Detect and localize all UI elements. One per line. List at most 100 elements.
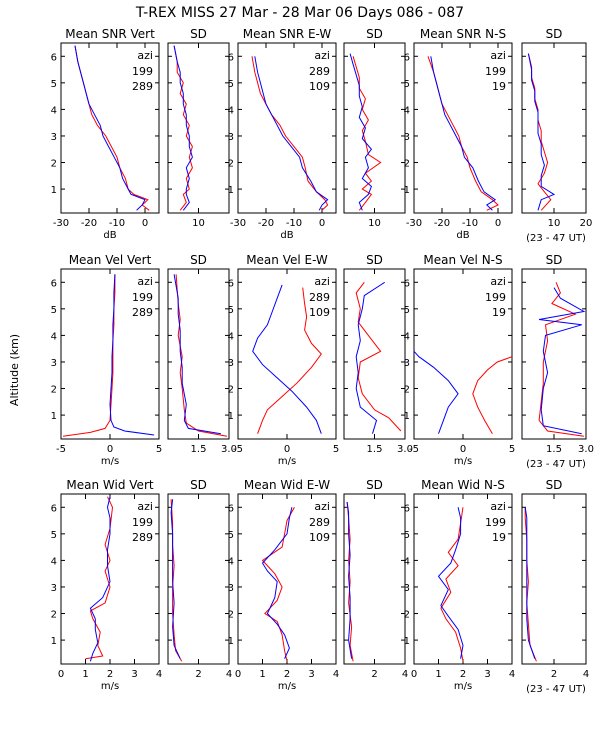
y-tick-label: 6 [404,52,410,63]
x-tick-label: 5 [333,444,339,455]
panel-vel-ns-sd: SD 1.5 3.0 (23 - 47 UT) [521,253,594,470]
legend-entry: 19 [492,80,506,93]
legend-header: azi [490,49,506,62]
panel-snr-vert-sd: SD 10 [167,27,230,229]
x-tick-label: -5 [233,444,243,455]
y-tick-label: 1 [228,411,234,422]
x-tick-label: 3 [131,669,137,680]
panel-vel-vert-sd: SD 1.5 3.0 [167,253,237,455]
series-line-19 [414,350,459,434]
y-tick-label: 6 [51,278,57,289]
series-line-109 [349,53,373,211]
y-tick-label: 3 [51,132,57,143]
x-tick-label: 2 [551,669,557,680]
y-tick-label: 3 [228,358,234,369]
y-tick-label: 1 [51,185,57,196]
x-tick-label: 3 [484,669,490,680]
x-tick-label: 0 [107,444,113,455]
y-tick-label: 2 [228,610,234,621]
y-tick-label: 3 [228,132,234,143]
x-tick-label: 2 [284,669,290,680]
x-tick-label: 10 [548,218,561,229]
panel-title: SD [546,27,563,41]
y-tick-label: 1 [228,185,234,196]
panel-title: Mean Wid Vert [66,478,153,492]
legend-entry: 199 [485,516,506,529]
panel-snr-ns: Mean SNR N-S 1 2 3 4 5 6 -30 -20 -10 0 dB azi 199 19 [404,27,513,241]
legend-entry: 109 [309,306,330,319]
legend-header: azi [314,275,330,288]
x-tick-label: 1.5 [546,444,562,455]
x-tick-label: 0 [142,218,148,229]
plot-frame [413,42,513,214]
x-tick-label: 2 [371,669,377,680]
panel-snr-vert: Mean SNR Vert 1 2 3 4 5 6 -30 -20 -10 0 dB azi 199 289 [51,27,160,241]
x-tick-label: 0 [495,218,501,229]
legend-header: azi [137,49,153,62]
plot-frame [167,493,230,665]
x-axis-label: m/s [454,456,472,467]
legend-entry: 199 [132,291,153,304]
series-line-289 [346,501,354,662]
y-tick-label: 2 [51,610,57,621]
series-line-109 [346,501,353,659]
series-line-19 [437,507,464,659]
panel-title: SD [190,27,207,41]
series-line-199 [62,274,116,437]
y-tick-label: 5 [404,530,410,541]
y-tick-label: 5 [228,79,234,90]
x-tick-label: 3 [308,669,314,680]
plot-frame [60,42,160,214]
x-tick-label: -10 [286,218,302,229]
legend-header: azi [314,49,330,62]
y-tick-label: 4 [404,556,410,567]
x-tick-label: 5 [509,444,515,455]
x-tick-label: -5 [409,444,419,455]
series-line-109 [254,56,329,211]
panel-title: Mean Wid E-W [244,478,330,492]
y-tick-label: 2 [228,159,234,170]
series-line-289 [257,287,322,434]
x-tick-label: 10 [192,218,205,229]
panel-grid: Mean SNR Vert 1 2 3 4 5 6 -30 -20 -10 0 dB azi 199 289… [51,27,594,695]
series-line-109 [261,507,293,659]
y-tick-label: 4 [404,331,410,342]
x-tick-label: 10 [368,218,381,229]
legend-header: azi [137,275,153,288]
time-range-label: (23 - 47 UT) [526,459,586,470]
y-tick-label: 6 [404,278,410,289]
y-tick-label: 3 [404,358,410,369]
x-axis-label: m/s [101,681,119,692]
y-tick-label: 5 [51,79,57,90]
legend-header: azi [490,275,506,288]
series-line-109 [355,281,385,434]
plot-frame [237,42,337,214]
x-tick-label: -30 [53,218,69,229]
panel-title: Mean Vel Vert [69,253,152,267]
series-line-19 [430,56,497,211]
y-tick-label: 2 [404,385,410,396]
y-tick-label: 6 [51,52,57,63]
x-tick-label: 4 [156,669,162,680]
time-range-label: (23 - 47 UT) [526,684,586,695]
legend-header: azi [490,500,506,513]
panel-title: SD [366,478,383,492]
series-line-199 [440,507,464,662]
y-tick-label: 4 [51,556,57,567]
y-tick-label: 3 [228,583,234,594]
series-line-289 [355,281,402,432]
y-tick-label: 1 [404,411,410,422]
series-line-199 [472,356,512,434]
panel-title: Mean Vel N-S [423,253,502,267]
time-range-label: (23 - 47 UT) [526,233,586,244]
plot-frame [521,268,587,440]
y-tick-label: 4 [228,556,234,567]
y-tick-label: 2 [51,385,57,396]
y-tick-label: 1 [228,636,234,647]
y-tick-label: 5 [228,530,234,541]
x-tick-label: 1 [259,669,265,680]
series-line-289 [173,45,193,211]
legend-entry: 199 [485,291,506,304]
series-line-199 [175,274,228,437]
